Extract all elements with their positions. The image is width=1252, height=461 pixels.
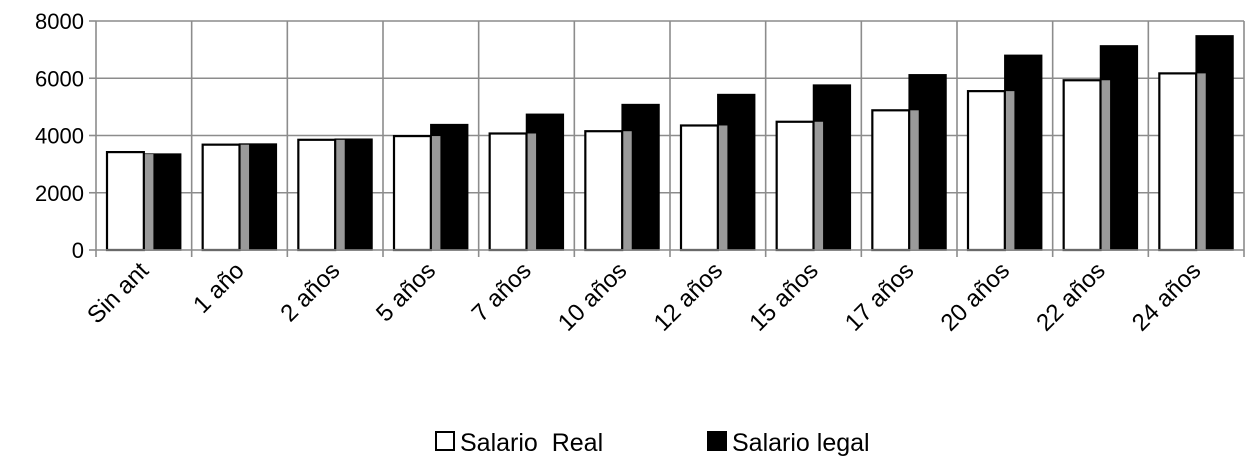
x-tick-label: 20 años: [936, 257, 1015, 336]
bar-overlap-shade: [1100, 80, 1111, 250]
bar-salario-real: [105, 151, 145, 252]
bar-salario-real: [201, 143, 241, 252]
y-tick-labels: 0 2000 4000 6000 8000: [35, 9, 84, 263]
y-tick-label: 8000: [35, 9, 84, 34]
x-tick-label: 15 años: [744, 257, 823, 336]
bar-overlap-shade: [430, 136, 441, 250]
y-tick-label: 0: [72, 238, 84, 263]
x-tick-label: 17 años: [840, 257, 919, 336]
bar-overlap-shade: [239, 144, 250, 250]
axes-layer: [89, 20, 1245, 257]
y-tick-label: 6000: [35, 66, 84, 91]
bar-salario-real: [775, 120, 815, 252]
bar-overlap-shade: [909, 110, 919, 250]
bar-salario-real: [1062, 79, 1102, 252]
bar-salario-real: [297, 138, 337, 252]
bar-salario-real: [584, 130, 624, 252]
x-tick-label: 22 años: [1031, 257, 1110, 336]
legend-swatch-salario-real: [435, 431, 455, 451]
x-tick-label: 5 años: [371, 257, 441, 327]
bar-salario-real: [488, 132, 528, 252]
legend: Salario Real Salario legal: [435, 429, 870, 457]
bar-salario-real: [1158, 72, 1198, 252]
bar-overlap-shade: [622, 131, 632, 250]
legend-label-salario-legal: Salario legal: [732, 429, 870, 457]
x-tick-label: 2 años: [275, 257, 345, 327]
bar-overlap-shade: [717, 125, 728, 250]
legend-swatch-salario-legal: [707, 431, 727, 451]
bar-salario-real: [392, 134, 432, 252]
bar-overlap-shade: [813, 121, 824, 250]
bar-overlap-shade: [1196, 73, 1206, 250]
bar-overlap-shade: [143, 154, 154, 250]
bar-salario-real: [679, 124, 719, 252]
x-tick-label: 24 años: [1127, 257, 1206, 336]
x-tick-label: 12 años: [649, 257, 728, 336]
bar-salario-real: [966, 90, 1006, 252]
x-tick-label: 1 año: [188, 257, 250, 319]
y-tick-label: 2000: [35, 181, 84, 206]
legend-label-salario-real: Salario Real: [460, 429, 603, 457]
bar-salario-real: [871, 109, 911, 252]
bar-overlap-shade: [526, 133, 537, 250]
x-tick-label: 10 años: [553, 257, 632, 336]
x-tick-labels: Sin ant 1 año 2 años 5 años 7 años 10 años 12 …: [82, 257, 1206, 337]
plot-grid: [96, 20, 1245, 250]
bar-overlap-shade: [335, 139, 345, 250]
x-tick-label: Sin ant: [82, 257, 154, 329]
y-tick-label: 4000: [35, 124, 84, 149]
bar-overlap-shade: [1004, 91, 1015, 250]
x-tick-label: 7 años: [467, 257, 537, 327]
